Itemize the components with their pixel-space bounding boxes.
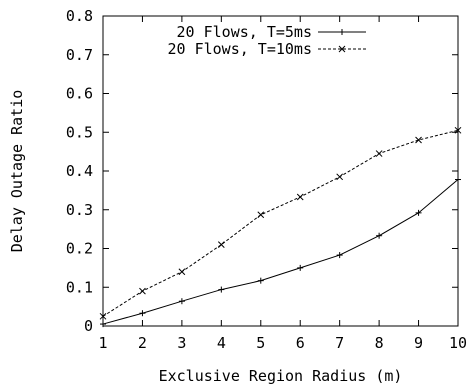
series-2 xyxy=(99,126,462,320)
y-tick-label: 0.5 xyxy=(66,123,93,141)
data-point xyxy=(336,173,344,181)
legend-label: 20 Flows, T=10ms xyxy=(168,40,313,58)
data-point xyxy=(376,232,383,239)
x-tick-label: 3 xyxy=(177,334,186,352)
cross-marker-stroke xyxy=(336,173,344,181)
cross-marker-stroke xyxy=(257,211,265,219)
x-tick-label: 7 xyxy=(335,334,344,352)
data-point xyxy=(178,298,185,305)
data-point xyxy=(139,310,146,317)
data-point xyxy=(139,287,146,295)
legend-label: 20 Flows, T=5ms xyxy=(177,23,312,41)
y-tick-label: 0.8 xyxy=(66,7,93,25)
y-tick-label: 0 xyxy=(84,317,93,335)
y-tick-label: 0.1 xyxy=(66,278,93,296)
data-point xyxy=(257,211,265,219)
x-axis-label: Exclusive Region Radius (m) xyxy=(159,367,403,385)
data-point xyxy=(415,209,422,216)
cross-marker-stroke xyxy=(375,150,383,157)
data-point xyxy=(375,150,383,157)
legend-marker xyxy=(338,45,346,53)
data-point xyxy=(257,277,264,284)
data-point xyxy=(336,252,343,259)
y-tick-label: 0.4 xyxy=(66,162,93,180)
series-line xyxy=(102,129,459,317)
data-point xyxy=(99,312,107,320)
cross-marker-stroke xyxy=(338,45,346,53)
y-axis-label: Delay Outage Ratio xyxy=(8,90,26,253)
cross-marker-stroke xyxy=(415,136,422,144)
x-tick-label: 6 xyxy=(296,334,305,352)
x-tick-label: 1 xyxy=(98,334,107,352)
y-tick-label: 0.2 xyxy=(66,240,93,258)
y-tick-label: 0.3 xyxy=(66,201,93,219)
series-1 xyxy=(100,176,461,328)
data-point xyxy=(178,268,186,276)
data-point xyxy=(415,136,422,144)
data-point xyxy=(455,176,461,183)
cross-marker-stroke xyxy=(217,241,225,248)
data-point xyxy=(217,241,225,248)
data-point xyxy=(454,126,462,134)
data-point xyxy=(296,193,304,201)
plot-frame xyxy=(102,15,459,327)
cross-marker-stroke xyxy=(99,312,107,320)
cross-marker-stroke xyxy=(178,268,186,276)
cross-marker-stroke xyxy=(454,126,462,134)
series-line xyxy=(102,179,459,325)
x-tick-label: 8 xyxy=(375,334,384,352)
data-point xyxy=(297,264,304,271)
x-tick-label: 10 xyxy=(449,334,467,352)
x-tick-label: 9 xyxy=(414,334,423,352)
cross-marker-stroke xyxy=(139,287,146,295)
x-tick-label: 4 xyxy=(217,334,226,352)
cross-marker-stroke xyxy=(296,193,304,201)
data-point xyxy=(100,321,106,328)
data-point xyxy=(218,286,225,293)
y-tick-label: 0.6 xyxy=(66,85,93,103)
y-tick-label: 0.7 xyxy=(66,46,93,64)
x-tick-label: 5 xyxy=(256,334,265,352)
legend-marker xyxy=(339,29,345,35)
x-tick-label: 2 xyxy=(138,334,147,352)
